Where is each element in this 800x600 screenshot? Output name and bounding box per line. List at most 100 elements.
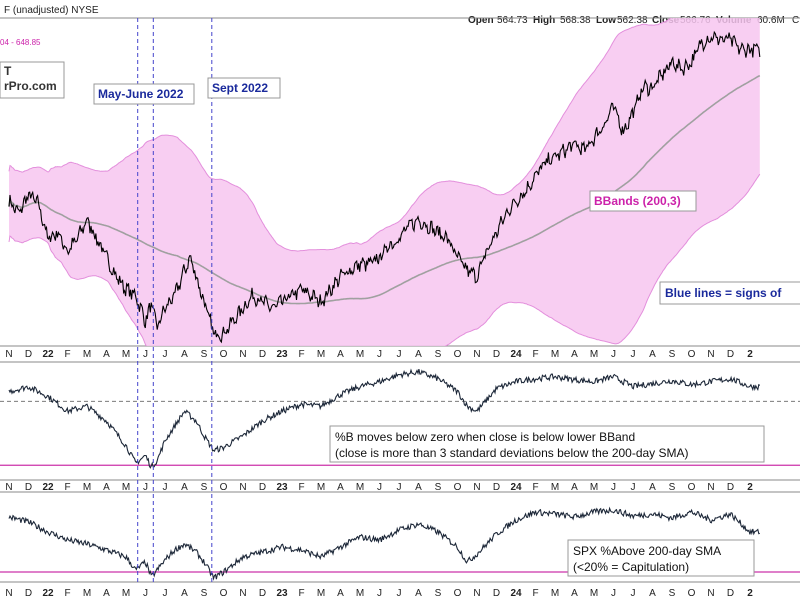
pctb-axis-tick-33: A bbox=[649, 482, 656, 493]
high-label: High bbox=[533, 15, 555, 26]
blue-lines-text: Blue lines = signs of bbox=[665, 286, 782, 300]
open-label: Open bbox=[468, 15, 494, 26]
spx-axis-tick-13: D bbox=[259, 588, 266, 599]
spx-axis-tick-31: J bbox=[611, 588, 616, 599]
spx-axis-tick-3: F bbox=[64, 588, 70, 599]
pctb-axis-tick-7: J bbox=[143, 482, 148, 493]
main-axis-tick-9: A bbox=[181, 349, 188, 360]
spx-axis-tick-16: M bbox=[317, 588, 325, 599]
pctb-axis-tick-3: F bbox=[64, 482, 70, 493]
main-axis-tick-25: D bbox=[493, 349, 500, 360]
spx-axis-tick-12: N bbox=[239, 588, 246, 599]
main-axis-tick-12: N bbox=[239, 349, 246, 360]
pctb-axis-tick-25: D bbox=[493, 482, 500, 493]
pctb-note-line2: (close is more than 3 standard deviation… bbox=[335, 446, 689, 460]
spx-axis-tick-36: N bbox=[707, 588, 714, 599]
spx-axis-tick-30: M bbox=[590, 588, 598, 599]
close-label: Close bbox=[652, 15, 680, 26]
high-value: 568.38 bbox=[560, 15, 591, 26]
pctb-axis-tick-16: M bbox=[317, 482, 325, 493]
main-axis-tick-3: F bbox=[64, 349, 70, 360]
spx-axis-tick-6: M bbox=[122, 588, 130, 599]
pctb-axis-tick-27: F bbox=[532, 482, 538, 493]
spx-axis-tick-33: A bbox=[649, 588, 656, 599]
pctb-axis-tick-31: J bbox=[611, 482, 616, 493]
pctb-axis-tick-36: N bbox=[707, 482, 714, 493]
main-axis-tick-8: J bbox=[163, 349, 168, 360]
spx-axis-tick-18: M bbox=[356, 588, 364, 599]
main-axis-tick-28: M bbox=[551, 349, 559, 360]
pctb-note: %B moves below zero when close is below … bbox=[329, 425, 765, 463]
pctb-axis-tick-1: D bbox=[25, 482, 32, 493]
main-axis-tick-7: J bbox=[143, 349, 148, 360]
header-trailing: C bbox=[792, 15, 799, 26]
pctb-axis-tick-38: 2 bbox=[747, 482, 753, 493]
main-axis-tick-37: D bbox=[727, 349, 734, 360]
bbands-text: BBands (200,3) bbox=[594, 194, 681, 208]
pctb-axis-tick-10: S bbox=[201, 482, 208, 493]
spx-axis-tick-17: A bbox=[337, 588, 344, 599]
main-axis-tick-19: J bbox=[377, 349, 382, 360]
spx-axis-tick-35: O bbox=[688, 588, 696, 599]
blue-lines-label: Blue lines = signs of bbox=[659, 281, 800, 305]
pctb-axis-tick-24: N bbox=[473, 482, 480, 493]
main-axis-tick-23: O bbox=[454, 349, 462, 360]
bbands-label: BBands (200,3) bbox=[589, 190, 697, 212]
spx-axis-tick-22: S bbox=[435, 588, 442, 599]
main-axis-tick-33: A bbox=[649, 349, 656, 360]
main-axis-tick-15: F bbox=[298, 349, 304, 360]
x-axis-spx: N D 22 F M A M J J A S O N D 23 F M A M J J A S O N D 24 F M A M J J A S O N… bbox=[5, 588, 753, 599]
pctb-axis-tick-15: F bbox=[298, 482, 304, 493]
spx-axis-tick-0: N bbox=[5, 588, 12, 599]
pctb-axis-tick-23: O bbox=[454, 482, 462, 493]
spx-axis-tick-20: J bbox=[397, 588, 402, 599]
pctb-note-line1: %B moves below zero when close is below … bbox=[335, 430, 635, 444]
spx-axis-tick-28: M bbox=[551, 588, 559, 599]
bollinger-lower-line bbox=[8, 173, 761, 346]
main-axis-tick-34: S bbox=[669, 349, 676, 360]
spx-axis-tick-1: D bbox=[25, 588, 32, 599]
main-axis-tick-26: 24 bbox=[510, 349, 522, 360]
pctb-axis-tick-11: O bbox=[220, 482, 228, 493]
pctb-axis-tick-21: A bbox=[415, 482, 422, 493]
pctb-axis-tick-29: A bbox=[571, 482, 578, 493]
sma-200-line bbox=[8, 74, 761, 305]
low-label: Low bbox=[596, 15, 616, 26]
pctb-axis-tick-4: M bbox=[83, 482, 91, 493]
volume-value: 60.6M bbox=[757, 15, 785, 26]
main-axis-tick-14: 23 bbox=[276, 349, 288, 360]
spx-axis-tick-11: O bbox=[220, 588, 228, 599]
spx-axis-tick-32: J bbox=[631, 588, 636, 599]
pctb-axis-tick-12: N bbox=[239, 482, 246, 493]
spx-axis-tick-10: S bbox=[201, 588, 208, 599]
main-axis-tick-22: S bbox=[435, 349, 442, 360]
spx-axis-tick-37: D bbox=[727, 588, 734, 599]
pctb-axis-tick-32: J bbox=[631, 482, 636, 493]
pctb-axis-tick-34: S bbox=[669, 482, 676, 493]
pctb-axis-tick-30: M bbox=[590, 482, 598, 493]
logo-line1: T bbox=[4, 64, 12, 78]
pctb-axis-tick-28: M bbox=[551, 482, 559, 493]
open-value: 564.73 bbox=[497, 15, 528, 26]
spx-axis-tick-38: 2 bbox=[747, 588, 753, 599]
pctb-axis-tick-17: A bbox=[337, 482, 344, 493]
spx-axis-tick-7: J bbox=[143, 588, 148, 599]
main-axis-tick-17: A bbox=[337, 349, 344, 360]
spx-axis-tick-25: D bbox=[493, 588, 500, 599]
main-axis-tick-35: O bbox=[688, 349, 696, 360]
x-axis-pctb: N D 22 F M A M J J A S O N D 23 F M A M J J A S O N D 24 F M A M J J A S O N… bbox=[5, 482, 753, 493]
spx-axis-tick-8: J bbox=[163, 588, 168, 599]
main-axis-tick-13: D bbox=[259, 349, 266, 360]
spx-note: SPX %Above 200-day SMA (<20% = Capitulat… bbox=[567, 539, 755, 577]
low-value: 562.38 bbox=[617, 15, 648, 26]
main-axis-tick-6: M bbox=[122, 349, 130, 360]
main-axis-tick-5: A bbox=[103, 349, 110, 360]
main-axis-tick-36: N bbox=[707, 349, 714, 360]
main-axis-tick-20: J bbox=[397, 349, 402, 360]
pctb-axis-tick-14: 23 bbox=[276, 482, 288, 493]
pctb-axis-tick-22: S bbox=[435, 482, 442, 493]
spx-axis-tick-27: F bbox=[532, 588, 538, 599]
main-axis-tick-4: M bbox=[83, 349, 91, 360]
spx-axis-tick-15: F bbox=[298, 588, 304, 599]
symbol-text: F (unadjusted) NYSE bbox=[4, 5, 99, 16]
